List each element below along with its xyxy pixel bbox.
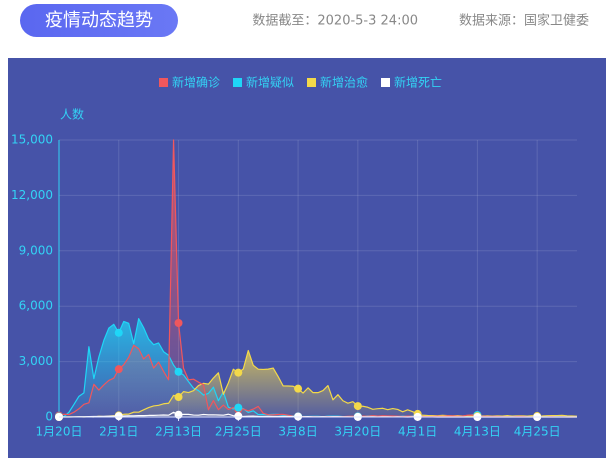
y-tick-label: 6,000 xyxy=(19,299,53,313)
data-point xyxy=(234,368,243,377)
legend-swatch xyxy=(307,78,316,87)
data-point xyxy=(114,412,123,421)
y-tick-label: 15,000 xyxy=(11,133,53,147)
data-point xyxy=(114,365,123,374)
legend-label: 新增疑似 xyxy=(246,75,294,90)
y-axis-label: 人数 xyxy=(60,107,84,122)
legend-label: 新增死亡 xyxy=(394,75,442,90)
data-point xyxy=(114,328,123,337)
update-time: 数据截至：2020-5-3 24:00 xyxy=(252,14,418,29)
y-tick-label: 0 xyxy=(45,410,53,424)
data-point xyxy=(353,402,362,411)
title-pill xyxy=(20,4,178,37)
series-area xyxy=(59,140,577,417)
x-tick-label: 1月20日 xyxy=(36,425,83,439)
data-point xyxy=(174,410,183,419)
data-point xyxy=(174,319,183,328)
legend-label: 新增治愈 xyxy=(320,75,368,90)
legend-swatch xyxy=(233,78,242,87)
x-tick-label: 2月25日 xyxy=(215,425,262,439)
x-tick-label: 2月1日 xyxy=(99,425,138,439)
page-title: 疫情动态趋势 xyxy=(45,10,153,31)
data-point xyxy=(294,384,303,393)
data-point xyxy=(174,393,183,402)
x-tick-label: 3月20日 xyxy=(334,425,381,439)
data-point xyxy=(234,403,243,412)
y-tick-label: 9,000 xyxy=(19,243,53,257)
data-point xyxy=(234,412,243,421)
legend-swatch xyxy=(159,78,168,87)
x-tick-label: 2月13日 xyxy=(155,425,202,439)
x-tick-label: 3月8日 xyxy=(278,425,317,439)
data-source: 数据来源：国家卫健委 xyxy=(459,13,589,29)
y-tick-label: 3,000 xyxy=(19,354,53,368)
x-tick-label: 4月1日 xyxy=(398,425,437,439)
legend-label: 新增确诊 xyxy=(172,75,220,90)
x-tick-label: 4月13日 xyxy=(454,425,501,439)
legend-swatch xyxy=(381,78,390,87)
y-tick-label: 12,000 xyxy=(11,188,53,202)
x-tick-label: 4月25日 xyxy=(514,425,561,439)
data-point xyxy=(174,367,183,376)
